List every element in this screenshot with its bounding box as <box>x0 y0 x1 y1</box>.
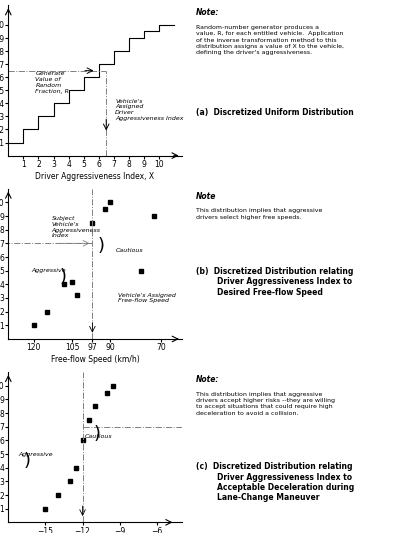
Text: Vehicle's
Assigned
Driver
Aggressiveness Index: Vehicle's Assigned Driver Aggressiveness… <box>115 99 184 121</box>
Text: (a)  Discretized Uniform Distribution: (a) Discretized Uniform Distribution <box>196 108 354 117</box>
Text: Note: Note <box>196 192 216 201</box>
X-axis label: Driver Aggressiveness Index, X: Driver Aggressiveness Index, X <box>35 172 154 181</box>
Text: (c)  Discretized Distribution relating
        Driver Aggressiveness Index to
  : (c) Discretized Distribution relating Dr… <box>196 462 354 503</box>
Text: ): ) <box>59 269 67 287</box>
Text: ): ) <box>94 424 101 442</box>
X-axis label: Free-flow Speed (km/h): Free-flow Speed (km/h) <box>51 355 139 364</box>
Text: (b)  Discretized Distribution relating
        Driver Aggressiveness Index to
  : (b) Discretized Distribution relating Dr… <box>196 267 353 297</box>
Text: Subject
Vehicle's
Aggressiveness
Index: Subject Vehicle's Aggressiveness Index <box>52 216 101 238</box>
Text: Aggressive: Aggressive <box>18 451 53 457</box>
Text: Cautious: Cautious <box>85 434 113 439</box>
Text: Aggressive: Aggressive <box>32 268 67 273</box>
Text: ): ) <box>23 452 30 470</box>
Text: Note:: Note: <box>196 375 219 384</box>
Text: Cautious: Cautious <box>115 248 143 253</box>
Text: Vehicle's Assigned
Free-flow Speed: Vehicle's Assigned Free-flow Speed <box>118 293 176 303</box>
Text: This distribution implies that aggressive
drivers accept higher risks --they are: This distribution implies that aggressiv… <box>196 392 335 416</box>
Text: Note:: Note: <box>196 9 219 18</box>
Text: Generate
Value of
Random
Fraction, R: Generate Value of Random Fraction, R <box>35 71 69 94</box>
Text: This distribution implies that aggressive
drivers select higher free speeds.: This distribution implies that aggressiv… <box>196 208 322 220</box>
Text: ): ) <box>98 237 105 255</box>
Text: Random-number generator produces a
value, R, for each entitled vehicle.  Applica: Random-number generator produces a value… <box>196 25 344 55</box>
